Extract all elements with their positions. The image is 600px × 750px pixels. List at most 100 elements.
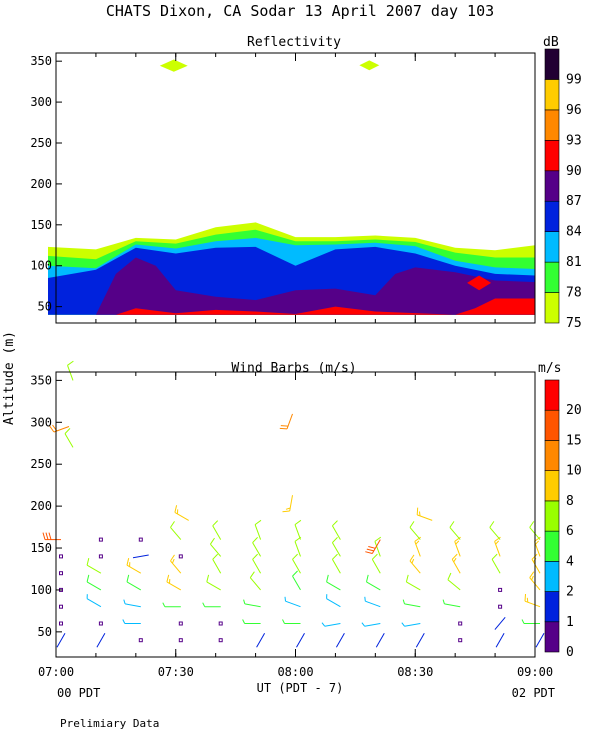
wind-colorbar-label: 0 — [566, 645, 574, 660]
wind-barb-light — [535, 633, 545, 648]
wind-barb-light — [256, 633, 266, 648]
reflectivity-colorbar-label: 99 — [566, 72, 582, 87]
wind-y-tick-label: 250 — [30, 457, 52, 471]
reflectivity-layer-90 — [115, 298, 536, 315]
wind-calm-marker — [59, 554, 63, 559]
wind-panel: Wind Barbs (m/s) 5010015020025030035007:… — [30, 360, 582, 679]
wind-calm-marker — [458, 638, 463, 643]
reflectivity-colorbar-swatch — [544, 109, 560, 141]
wind-barb — [294, 519, 302, 540]
wind-colorbar-swatch — [544, 591, 560, 623]
wind-barb — [279, 413, 293, 430]
wind-barb — [170, 554, 182, 574]
reflectivity-colorbar-label: 75 — [566, 316, 582, 331]
reflectivity-title: Reflectivity — [247, 35, 341, 50]
wind-barb — [402, 599, 421, 608]
wind-calm-marker — [59, 621, 63, 626]
wind-barb — [491, 553, 501, 574]
wind-barb — [361, 622, 381, 627]
reflectivity-y-tick-label: 300 — [30, 95, 52, 109]
wind-calm-marker — [498, 604, 503, 609]
reflectivity-axes: 50 100 150 200 250 300 350 — [30, 52, 536, 324]
wind-barb — [166, 574, 182, 591]
wind-y-tick-label: 50 — [38, 625, 52, 639]
reflectivity-colorbar-swatch — [544, 170, 560, 202]
reflectivity-patch — [467, 275, 492, 291]
wind-colorbar-swatch — [544, 379, 560, 411]
wind-calm-marker — [218, 638, 223, 643]
wind-x-tick-label: 09:00 — [517, 665, 553, 679]
wind-barb — [126, 557, 142, 574]
wind-barb — [374, 536, 382, 557]
wind-barb-light — [56, 633, 66, 648]
wind-barb — [282, 619, 301, 624]
wind-colorbar-label: 4 — [566, 554, 574, 569]
wind-barb — [252, 536, 262, 557]
reflectivity-colorbar-label: 96 — [566, 103, 582, 118]
wind-colorbar-label: 20 — [566, 403, 582, 418]
wind-barb — [243, 599, 261, 608]
wind-barb — [409, 554, 421, 574]
wind-colorbar-swatch — [544, 621, 560, 653]
reflectivity-y-tick-label: 200 — [30, 177, 52, 191]
reflectivity-patch — [159, 59, 188, 72]
wind-barb — [321, 622, 341, 627]
wind-colorbar-swatch — [544, 440, 560, 471]
wind-barb-light — [132, 554, 149, 559]
wind-barb — [442, 599, 461, 608]
reflectivity-y-tick-label: 150 — [30, 218, 52, 232]
footer-note: Prelimiary Data — [60, 717, 159, 730]
wind-barb — [331, 536, 341, 557]
reflectivity-colorbar-swatch — [544, 231, 560, 263]
wind-barb — [242, 619, 261, 624]
wind-y-tick-label: 200 — [30, 499, 52, 513]
wind-barb-light — [494, 616, 506, 630]
wind-barb — [284, 596, 301, 608]
wind-y-tick-label: 300 — [30, 415, 52, 429]
reflectivity-colorbar-swatch — [544, 48, 560, 80]
reflectivity-colorbar-swatch — [544, 200, 560, 232]
wind-barb — [366, 574, 381, 591]
wind-barb — [292, 553, 301, 574]
wind-colorbar-swatch — [544, 470, 560, 502]
wind-barb — [451, 553, 461, 574]
wind-colorbar-label: 2 — [566, 585, 574, 600]
wind-x-tick-label: 08:00 — [277, 665, 313, 679]
wind-barb — [494, 536, 501, 557]
wind-barb — [414, 536, 421, 557]
wind-x-tick-label: 07:30 — [158, 665, 194, 679]
wind-barb-light — [335, 633, 345, 648]
wind-barb — [64, 428, 74, 448]
wind-barb — [212, 520, 222, 540]
wind-barb — [409, 521, 421, 540]
wind-barb — [331, 553, 341, 574]
wind-barb — [292, 570, 301, 591]
wind-colorbar-label: 10 — [566, 464, 582, 479]
reflectivity-colorbar: 75 78 81 84 87 90 93 96 99 — [544, 48, 582, 331]
wind-y-tick-label: 150 — [30, 541, 52, 555]
wind-barb — [364, 596, 381, 608]
wind-barb — [86, 594, 102, 608]
wind-colorbar-swatch — [544, 409, 560, 441]
reflectivity-layer-87 — [95, 257, 536, 315]
wind-calm-marker — [178, 638, 183, 643]
wind-barb — [249, 571, 261, 591]
reflectivity-y-tick-label: 350 — [30, 54, 52, 68]
wind-calm-marker — [59, 571, 63, 576]
wind-colorbar-label: 6 — [566, 524, 574, 539]
reflectivity-colorbar-label: 90 — [566, 164, 582, 179]
wind-barbs — [42, 360, 545, 648]
wind-colorbar-label: 8 — [566, 494, 574, 509]
wind-calm-marker — [98, 537, 103, 542]
reflectivity-colorbar-swatch — [544, 140, 560, 172]
reflectivity-colorbar-unit: dB — [543, 35, 559, 50]
wind-x-tick-label: 08:30 — [397, 665, 433, 679]
figure-title: CHATS Dixon, CA Sodar 13 April 2007 day … — [106, 2, 494, 20]
wind-barb — [123, 599, 141, 608]
pdt-end-label: 02 PDT — [512, 686, 555, 700]
wind-barb — [365, 539, 381, 554]
wind-calm-marker — [178, 554, 183, 559]
wind-barb — [294, 536, 302, 557]
wind-barb — [212, 553, 222, 574]
